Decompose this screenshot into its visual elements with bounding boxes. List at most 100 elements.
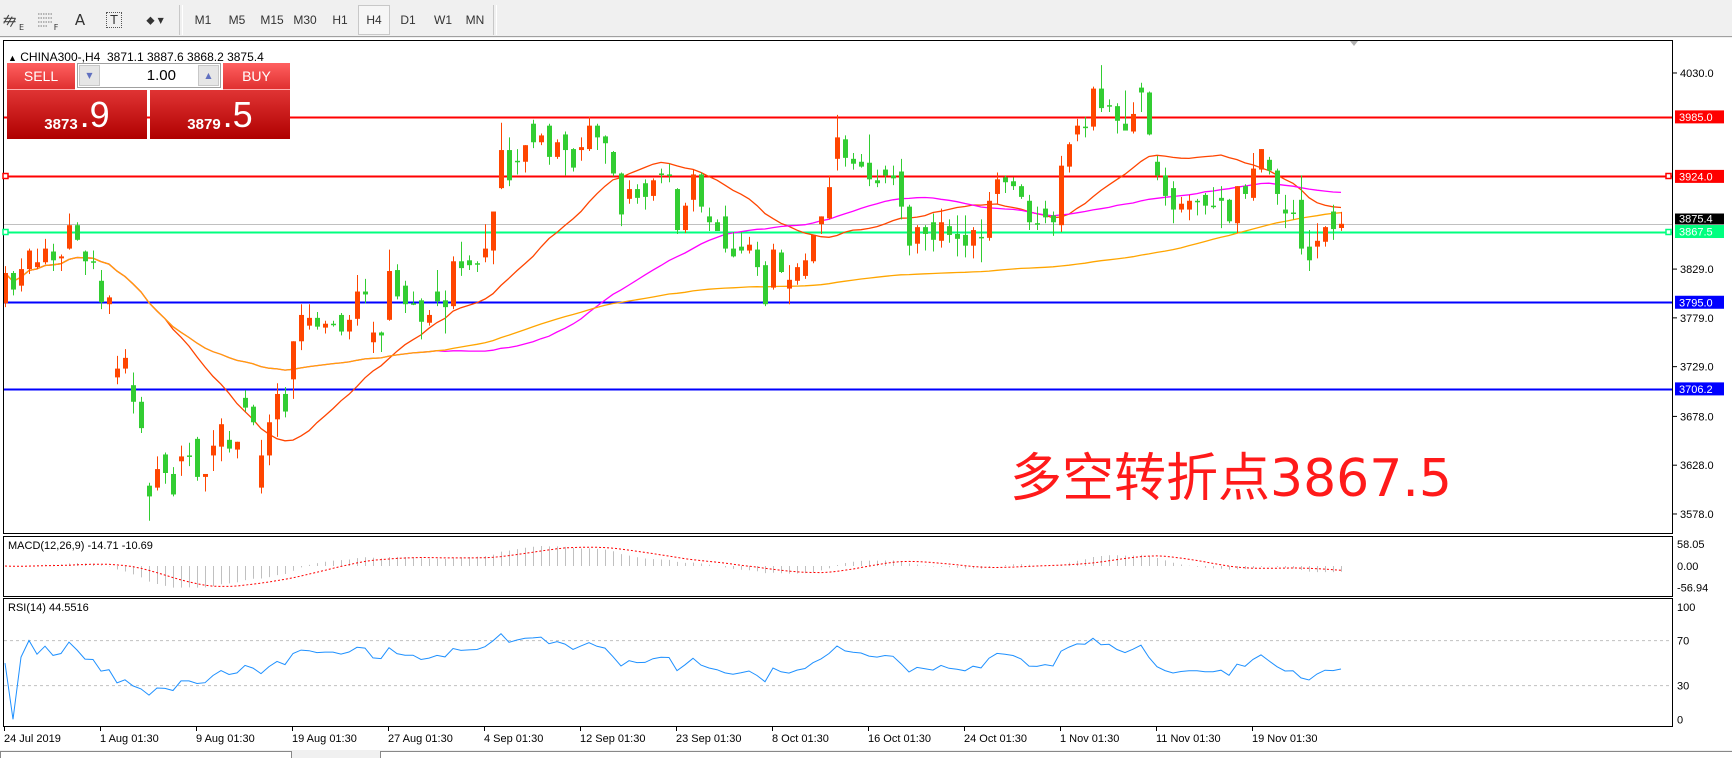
candle-body [955,233,960,239]
candle-body [179,456,184,462]
candle-body [835,137,840,159]
candle-body [755,249,760,268]
candle-body [475,263,480,265]
macd-signal-line [4,546,1342,587]
sell-price-button[interactable]: 3873.9 [7,90,147,139]
lot-size-field[interactable]: ▼ 1.00 ▲ [77,63,221,88]
candle-body [91,261,96,263]
macd-axis: 58.05 0.00 -56.94 [1677,539,1708,595]
candle-body [83,251,88,262]
timeframe-m30[interactable]: M30 [293,13,317,27]
price-tick-label: 3829.0 [1680,264,1714,276]
time-tick-label: 12 Sep 01:30 [580,733,645,745]
candle-body [571,149,576,168]
candle-body [915,227,920,244]
candle-body [1163,175,1168,196]
timeframe-h1[interactable]: H1 [332,13,348,27]
ma-slow-line [4,212,1342,371]
time-tick-label: 8 Oct 01:30 [772,733,829,745]
candle-body [731,248,736,257]
candle-body [995,179,1000,194]
current-price-label: 3875.4 [1679,214,1713,226]
candle-body [539,135,544,143]
time-tick-label: 19 Aug 01:30 [292,733,357,745]
candle-body [1243,186,1248,194]
candle-body [1035,223,1040,225]
hline-price-tag [1675,225,1724,239]
timeframe-d1[interactable]: D1 [400,13,416,27]
timeframe-h4[interactable]: H4 [358,5,390,35]
candle-body [139,401,144,429]
candle-body [307,317,312,326]
time-tick-label: 16 Oct 01:30 [868,733,931,745]
candle-body [59,256,64,259]
fibonacci-icon[interactable]: F [35,5,59,35]
timeframe-m5[interactable]: M5 [228,13,246,27]
candle-body [363,291,368,295]
candle-body [219,424,224,447]
collapse-triangle-icon[interactable]: ▲ [8,53,17,63]
sell-button[interactable]: SELL [7,63,75,90]
candle-body [275,393,280,420]
rsi-axis: 100 70 30 0 [1677,602,1695,726]
candle-body [339,314,344,332]
elliott-wave-icon[interactable]: E [2,5,24,35]
candle-body [651,180,656,196]
price-tick-label: 3779.0 [1680,313,1714,325]
chart-background [0,38,1732,750]
text-icon[interactable]: A [74,11,86,29]
arrows-dropdown-icon[interactable]: ⬥ ▼ [146,12,164,27]
candle-body [923,227,928,234]
price-tick-label: 3578.0 [1680,509,1714,521]
timeframe-m15[interactable]: M15 [260,13,284,27]
candle-body [635,189,640,198]
timeframe-mn[interactable]: MN [465,13,485,27]
hline-price-tag [1675,110,1724,124]
text-label-icon[interactable]: T [104,5,124,35]
candle-body [867,162,872,180]
chart-shift-marker-icon[interactable] [1350,41,1358,46]
candle-body [515,160,520,163]
candle-body [779,252,784,273]
timeframe-m1[interactable]: M1 [194,13,212,27]
candle-body [163,454,168,473]
candle-body [499,150,504,189]
candle-body [107,297,112,305]
candle-body [19,269,24,286]
candle-body [371,332,376,343]
candle-body [803,260,808,276]
buy-price-button[interactable]: 3879.5 [150,90,290,139]
candle-body [507,150,512,181]
hline-handle-icon [1665,172,1672,180]
candle-body [587,125,592,150]
macd-plot [4,546,1342,588]
candle-body [243,397,248,408]
candle-body [1219,197,1224,201]
current-price-tag [1675,213,1724,225]
buy-button[interactable]: BUY [223,63,290,90]
candle-body [411,303,416,305]
elliott-wave-sub: E [18,22,24,32]
candle-body [555,142,560,157]
time-tick-label: 1 Aug 01:30 [100,733,159,745]
price-tick-label: 3678.0 [1680,411,1714,423]
candle-body [483,248,488,258]
candle-body [491,211,496,251]
chart-info: ▲ CHINA300-,H4 3871.1 3887.6 3868.2 3875… [8,50,264,64]
candle-body [195,438,200,477]
lot-decrease-button[interactable]: ▼ [79,65,100,86]
lot-increase-button[interactable]: ▲ [198,65,219,86]
fibonacci-sub: F [53,22,59,32]
lot-size-value[interactable]: 1.00 [146,67,176,84]
candle-body [171,473,176,495]
text-label-glyph: T [106,12,122,28]
candle-body [67,225,72,249]
timeframe-w1[interactable]: W1 [434,13,452,27]
candle-body [315,317,320,327]
time-tick-label: 1 Nov 01:30 [1060,733,1119,745]
price-axis: 4030.0 3829.0 3779.0 3729.0 3678.0 3628.0 3578… [2,68,1724,521]
rsi-tick-label: 30 [1677,681,1689,693]
rsi-tick-label: 70 [1677,636,1689,648]
pivot-annotation-text[interactable]: 多空转折点3867.5 [1010,449,1452,509]
